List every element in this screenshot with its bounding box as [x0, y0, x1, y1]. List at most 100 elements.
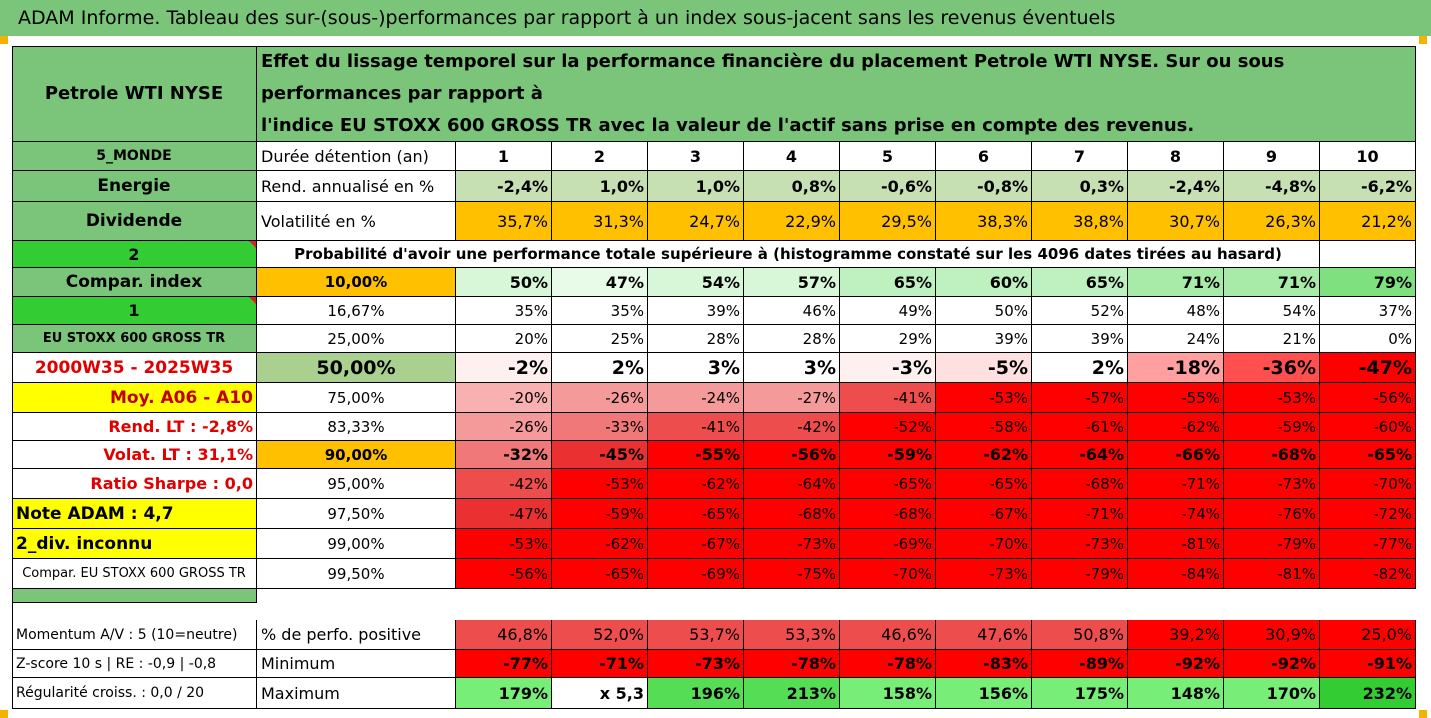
quantile-value: -41%	[648, 413, 744, 441]
year-header: 8	[1128, 142, 1224, 171]
quantile-value: -45%	[552, 441, 648, 469]
pct-positive-value: 53,7%	[648, 620, 744, 650]
year-header: 9	[1224, 142, 1320, 171]
quantile-value: 24%	[1128, 325, 1224, 353]
quantile-value: -81%	[1224, 559, 1320, 589]
quantile-value: -26%	[456, 413, 552, 441]
quantile-value: 29%	[840, 325, 936, 353]
quantile-value: -68%	[1032, 469, 1128, 499]
quantile-value: 57%	[744, 268, 840, 297]
regularite-label: Régularité croiss. : 0,0 / 20	[12, 678, 257, 709]
quantile-level: 99,00%	[257, 529, 456, 559]
rend-value: -0,8%	[936, 171, 1032, 202]
rend-value: -0,6%	[840, 171, 936, 202]
rend-value: -2,4%	[456, 171, 552, 202]
description-line-1: Effet du lissage temporel sur la perform…	[261, 50, 1285, 104]
quantile-value: -73%	[1032, 529, 1128, 559]
div-unknown: 2_div. inconnu	[12, 529, 257, 559]
year-header: 1	[456, 142, 552, 171]
quantile-value: -76%	[1224, 499, 1320, 529]
quantile-level: 83,33%	[257, 413, 456, 441]
corner-marker	[0, 36, 8, 44]
quantile-value: -65%	[840, 469, 936, 499]
quantile-value: -53%	[456, 529, 552, 559]
quantile-value: -56%	[744, 441, 840, 469]
quantile-value: 39%	[648, 297, 744, 325]
quantile-value: 46%	[744, 297, 840, 325]
quantile-value: -26%	[552, 383, 648, 413]
quantile-value: -53%	[1224, 383, 1320, 413]
quantile-value: 48%	[1128, 297, 1224, 325]
quantile-level: 99,50%	[257, 559, 456, 589]
quantile-value: 3%	[648, 353, 744, 383]
compar-index-value: 1	[12, 297, 257, 325]
quantile-level: 16,67%	[257, 297, 456, 325]
asset-name: Petrole WTI NYSE	[12, 46, 257, 142]
quantile-value: -60%	[1320, 413, 1416, 441]
quantile-value: 0%	[1320, 325, 1416, 353]
note-adam: Note ADAM : 4,7	[12, 499, 257, 529]
year-header: 10	[1320, 142, 1416, 171]
maximum-value: 156%	[936, 678, 1032, 709]
sector-label: Energie	[12, 171, 257, 202]
pct-positive-value: 39,2%	[1128, 620, 1224, 650]
year-header: 6	[936, 142, 1032, 171]
quantile-value: 52%	[1032, 297, 1128, 325]
maximum-value: 232%	[1320, 678, 1416, 709]
quantile-value: -41%	[840, 383, 936, 413]
quantile-value: 49%	[840, 297, 936, 325]
quantile-value: 35%	[456, 297, 552, 325]
quantile-value: -47%	[1320, 353, 1416, 383]
quantile-value: 25%	[552, 325, 648, 353]
quantile-value: 28%	[648, 325, 744, 353]
spacer	[257, 589, 1416, 603]
quantile-value: -18%	[1128, 353, 1224, 383]
quantile-value: -74%	[1128, 499, 1224, 529]
quantile-value: -27%	[744, 383, 840, 413]
proba-label: Probabilité d'avoir une performance tota…	[257, 241, 1320, 268]
quantile-value: -79%	[1032, 559, 1128, 589]
quantile-value: -56%	[1320, 383, 1416, 413]
pct-positive-value: 52,0%	[552, 620, 648, 650]
quantile-value: -42%	[744, 413, 840, 441]
quantile-value: -79%	[1224, 529, 1320, 559]
quantile-level: 50,00%	[257, 353, 456, 383]
quantile-value: -62%	[648, 469, 744, 499]
quantile-value: -42%	[456, 469, 552, 499]
quantile-value: -3%	[840, 353, 936, 383]
quantile-level: 10,00%	[257, 268, 456, 297]
quantile-value: 28%	[744, 325, 840, 353]
zscore-label: Z-score 10 s | RE : -0,9 | -0,8	[12, 650, 257, 678]
quantile-value: -65%	[936, 469, 1032, 499]
quantile-value: 54%	[648, 268, 744, 297]
quantile-value: -57%	[1032, 383, 1128, 413]
volat-value: 31,3%	[552, 202, 648, 241]
quantile-value: -75%	[744, 559, 840, 589]
volat-value: 21,2%	[1320, 202, 1416, 241]
maximum-value: 175%	[1032, 678, 1128, 709]
maximum-value: 213%	[744, 678, 840, 709]
maximum-value: 196%	[648, 678, 744, 709]
quantile-value: -36%	[1224, 353, 1320, 383]
quantile-value: 39%	[1032, 325, 1128, 353]
compar-full: Compar. EU STOXX 600 GROSS TR	[12, 559, 257, 589]
quantile-value: -69%	[840, 529, 936, 559]
quantile-value: -62%	[552, 529, 648, 559]
quantile-value: 2%	[552, 353, 648, 383]
quantile-value: 71%	[1224, 268, 1320, 297]
minimum-value: -77%	[456, 650, 552, 678]
quantile-value: -81%	[1128, 529, 1224, 559]
quantile-value: -71%	[1128, 469, 1224, 499]
quantile-value: 79%	[1320, 268, 1416, 297]
quantile-value: -73%	[744, 529, 840, 559]
momentum-label: Momentum A/V : 5 (10=neutre)	[12, 620, 257, 650]
quantile-value: -68%	[744, 499, 840, 529]
volat-value: 22,9%	[744, 202, 840, 241]
minimum-value: -78%	[840, 650, 936, 678]
minimum-value: -92%	[1128, 650, 1224, 678]
quantile-value: 35%	[552, 297, 648, 325]
maximum-value: 170%	[1224, 678, 1320, 709]
quantile-value: 65%	[1032, 268, 1128, 297]
quantile-value: 37%	[1320, 297, 1416, 325]
volat-value: 38,3%	[936, 202, 1032, 241]
